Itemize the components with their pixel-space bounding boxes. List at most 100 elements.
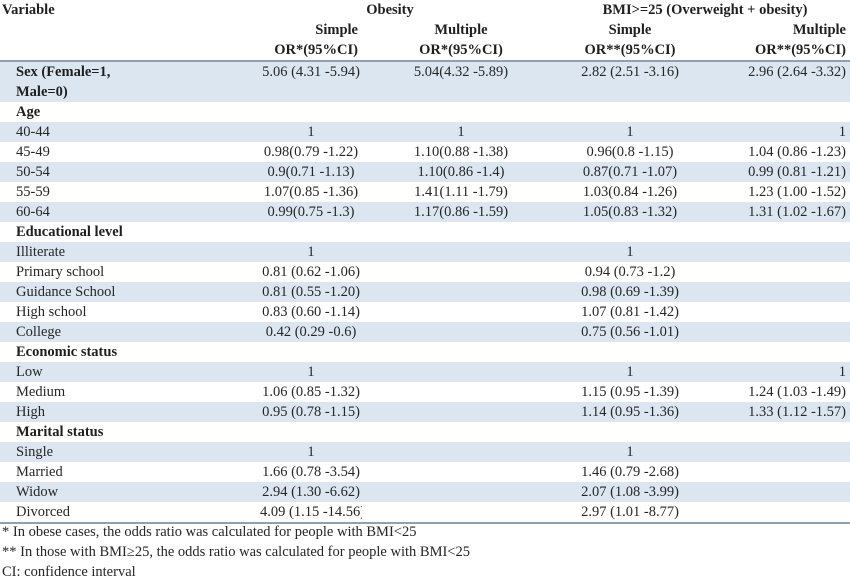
obesity-multiple-or: 1.41(1.11 -1.79) <box>414 184 508 200</box>
table-row: High 0.95 (0.78 -1.15) 1.14 (0.95 -1.36) 1.… <box>0 402 850 422</box>
obesity-simple-or <box>220 102 362 122</box>
row-label: Single <box>16 444 54 460</box>
obesity-simple-or <box>220 342 362 362</box>
table-row: Low 1 1 1 <box>0 362 850 382</box>
table-row: Guidance School 0.81 (0.55 -1.20) 0.98 (0.… <box>0 282 850 302</box>
obesity-simple-or: 0.98(0.79 -1.22) <box>263 144 359 160</box>
row-label: Educational level <box>16 224 123 240</box>
bmi25-simple-or: 0.96(0.8 -1.15) <box>586 144 674 160</box>
obesity-multiple-or <box>362 242 560 262</box>
row-label: College <box>16 324 62 340</box>
obesity-simple-or: 1.06 (0.85 -1.32) <box>262 384 360 400</box>
header-or-simple-bmi25: OR**(95%CI) <box>560 40 700 62</box>
obesity-simple-or <box>220 222 362 242</box>
bmi25-simple-or: 2.07 (1.08 -3.99) <box>581 484 679 500</box>
header-row-model: Simple Multiple Simple Multiple <box>0 20 850 40</box>
bmi25-simple-or: 1.07 (0.81 -1.42) <box>581 304 679 320</box>
obesity-multiple-or: 5.04(4.32 -5.89) <box>413 64 509 80</box>
bmi25-simple-or: 1 <box>626 244 634 260</box>
bmi25-simple-or: 1 <box>626 444 634 460</box>
obesity-multiple-or <box>362 382 560 402</box>
obesity-simple-or: 1.66 (0.78 -3.54) <box>262 464 360 480</box>
bmi25-simple-or: 1.03(0.84 -1.26) <box>582 184 678 200</box>
obesity-multiple-or: 1.10(0.88 -1.38) <box>413 144 509 160</box>
table-row: Married 1.66 (0.78 -3.54) 1.46 (0.79 -2.68… <box>0 462 850 482</box>
bmi25-simple-or: 1.15 (0.95 -1.39) <box>581 384 679 400</box>
obesity-simple-or: 0.9(0.71 -1.13) <box>267 164 355 180</box>
bmi25-multiple-or <box>700 242 850 262</box>
bmi25-simple-or <box>560 342 700 362</box>
obesity-multiple-or: 1.10(0.86 -1.4) <box>417 164 505 180</box>
row-label: Widow <box>16 484 59 500</box>
bmi25-multiple-or: 1.24 (1.03 -1.49) <box>748 384 846 400</box>
bmi25-multiple-or: 1.04 (0.86 -1.23) <box>748 144 846 160</box>
bmi25-multiple-or: 1 <box>838 124 846 140</box>
header-row-groups: Variable Obesity BMI>=25 (Overweight + o… <box>0 0 850 20</box>
bmi25-simple-or <box>560 222 700 242</box>
table-row: 45-49 0.98(0.79 -1.22) 1.10(0.88 -1.38) 0.9… <box>0 142 850 162</box>
table-row: 40-44 1 1 1 1 <box>0 122 850 142</box>
obesity-simple-or: 0.95 (0.78 -1.15) <box>262 404 360 420</box>
bmi25-multiple-or: 2.96 (2.64 -3.32) <box>748 64 846 80</box>
obesity-simple-or: 4.09 (1.15 -14.56) <box>220 502 362 524</box>
table-row: Sex (Female=1, Male=0) 5.06 (4.31 -5.94) 5… <box>0 61 850 102</box>
obesity-simple-or: 0.42 (0.29 -0.6) <box>265 324 357 340</box>
table-row: 55-59 1.07(0.85 -1.36) 1.41(1.11 -1.79) 1.0… <box>0 182 850 202</box>
table-row: Medium 1.06 (0.85 -1.32) 1.15 (0.95 -1.39)… <box>0 382 850 402</box>
table-body: Sex (Female=1, Male=0) 5.06 (4.31 -5.94) 5… <box>0 61 850 524</box>
bmi25-multiple-or <box>700 422 850 442</box>
row-label: Divorced <box>0 502 220 524</box>
footnote: ** In those with BMI≥25, the odds ratio … <box>2 544 470 560</box>
table-row: Educational level <box>0 222 850 242</box>
bmi25-multiple-or <box>700 342 850 362</box>
obesity-simple-or: 5.06 (4.31 -5.94) <box>262 64 360 80</box>
obesity-simple-or <box>220 422 362 442</box>
row-label: High school <box>16 304 87 320</box>
row-label: Married <box>16 464 63 480</box>
table-row: Age <box>0 102 850 122</box>
header-or-multiple-obesity: OR*(95%CI) <box>362 40 560 62</box>
obesity-simple-or: 1 <box>307 244 315 260</box>
odds-ratio-table: Variable Obesity BMI>=25 (Overweight + o… <box>0 0 850 524</box>
footnote: * In obese cases, the odds ratio was cal… <box>2 524 417 540</box>
obesity-multiple-or <box>362 302 560 322</box>
bmi25-simple-or: 2.82 (2.51 -3.16) <box>581 64 679 80</box>
row-label: 45-49 <box>16 144 50 160</box>
obesity-multiple-or <box>362 502 560 524</box>
row-label: Age <box>16 104 41 120</box>
row-label: Marital status <box>16 424 104 440</box>
table-row: Single 1 1 <box>0 442 850 462</box>
header-group-obesity: Obesity <box>366 2 414 18</box>
header-simple-bmi25: Simple <box>608 22 652 38</box>
bmi25-simple-or: 2.97 (1.01 -8.77) <box>560 502 700 524</box>
bmi25-multiple-or: 1 <box>838 364 846 380</box>
bmi25-simple-or <box>560 102 700 122</box>
obesity-simple-or: 0.81 (0.55 -1.20) <box>262 284 360 300</box>
table-row: High school 0.83 (0.60 -1.14) 1.07 (0.81 -… <box>0 302 850 322</box>
bmi25-simple-or: 1.46 (0.79 -2.68) <box>581 464 679 480</box>
bmi25-multiple-or: 1.33 (1.12 -1.57) <box>748 404 846 420</box>
row-label: 60-64 <box>16 204 50 220</box>
bmi25-simple-or: 1.05(0.83 -1.32) <box>582 204 678 220</box>
header-multiple-obesity: Multiple <box>434 22 488 38</box>
obesity-multiple-or: 1 <box>457 124 465 140</box>
obesity-multiple-or <box>362 262 560 282</box>
bmi25-multiple-or: 1.23 (1.00 -1.52) <box>748 184 846 200</box>
row-label: Low <box>16 364 43 380</box>
bmi25-simple-or: 0.75 (0.56 -1.01) <box>581 324 679 340</box>
table-row: Illiterate 1 1 <box>0 242 850 262</box>
obesity-simple-or: 1 <box>307 364 315 380</box>
header-multiple-bmi25: Multiple <box>792 22 846 38</box>
obesity-simple-or: 1.07(0.85 -1.36) <box>263 184 359 200</box>
bmi25-multiple-or <box>700 482 850 502</box>
row-label: Sex (Female=1, Male=0) <box>16 64 111 100</box>
row-label: 50-54 <box>16 164 50 180</box>
table-row: College 0.42 (0.29 -0.6) 0.75 (0.56 -1.01) <box>0 322 850 342</box>
table-row: Economic status <box>0 342 850 362</box>
bmi25-multiple-or <box>700 222 850 242</box>
header-or-simple-obesity: OR*(95%CI) <box>220 40 362 62</box>
bmi25-multiple-or <box>700 282 850 302</box>
table-row: 50-54 0.9(0.71 -1.13) 1.10(0.86 -1.4) 0.87(… <box>0 162 850 182</box>
header-row-or: OR*(95%CI) OR*(95%CI) OR**(95%CI) OR**(9… <box>0 40 850 62</box>
